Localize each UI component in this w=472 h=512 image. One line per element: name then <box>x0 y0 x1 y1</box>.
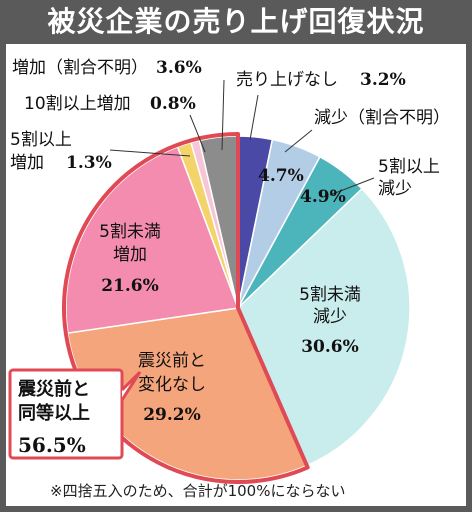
slice-value-0: 3.2% <box>360 70 406 90</box>
slice-value-4: 29.2% <box>143 405 201 425</box>
leader-line-6 <box>109 149 191 157</box>
footnote: ※四捨五入のため、合計が100%にならない <box>50 482 346 500</box>
slice-label-0: 売り上げなし <box>236 70 338 90</box>
slice-label-6: 増加 <box>10 153 44 173</box>
slice-value-3: 30.6% <box>301 337 359 357</box>
slice-value-6: 1.3% <box>66 153 112 173</box>
slice-label-5: 5割未満 <box>99 222 161 242</box>
callout-pointer <box>120 370 142 401</box>
slice-label-2: 減少 <box>378 179 412 199</box>
slice-label-6: 5割以上 <box>10 130 72 150</box>
callout-box <box>8 368 124 460</box>
slice-label-2: 5割以上 <box>378 157 440 177</box>
leader-line-2 <box>329 177 375 196</box>
slice-label-7: 10割以上増加 <box>24 94 131 114</box>
slice-value-8: 3.6% <box>156 58 202 78</box>
callout-text: 同等以上 <box>18 402 90 424</box>
callout-value: 56.5% <box>18 433 86 457</box>
leader-line-7 <box>189 114 206 153</box>
slice-label-3: 5割未満 <box>299 285 361 305</box>
slice-value-7: 0.8% <box>150 94 196 114</box>
slice-value-5: 21.6% <box>101 276 159 296</box>
slice-label-4: 変化なし <box>138 375 206 395</box>
leader-line-8 <box>221 79 225 151</box>
slice-label-4: 震災前と <box>138 351 206 371</box>
pie-slice-3 <box>237 187 411 467</box>
slice-label-1: 減少（割合不明） <box>314 108 450 128</box>
slice-label-3: 減少 <box>313 307 347 327</box>
highlight-outline <box>62 132 310 484</box>
leader-line-1 <box>284 129 313 153</box>
callout-text: 震災前と <box>18 378 90 400</box>
slice-value-1: 4.7% <box>258 166 304 186</box>
chart-title: 被災企業の売り上げ回復状況 <box>47 5 425 38</box>
slice-label-8: 増加（割合不明） <box>12 58 148 78</box>
slice-value-2: 4.9% <box>300 187 346 207</box>
slice-label-5: 増加 <box>113 245 147 265</box>
leader-line-0 <box>249 94 259 141</box>
